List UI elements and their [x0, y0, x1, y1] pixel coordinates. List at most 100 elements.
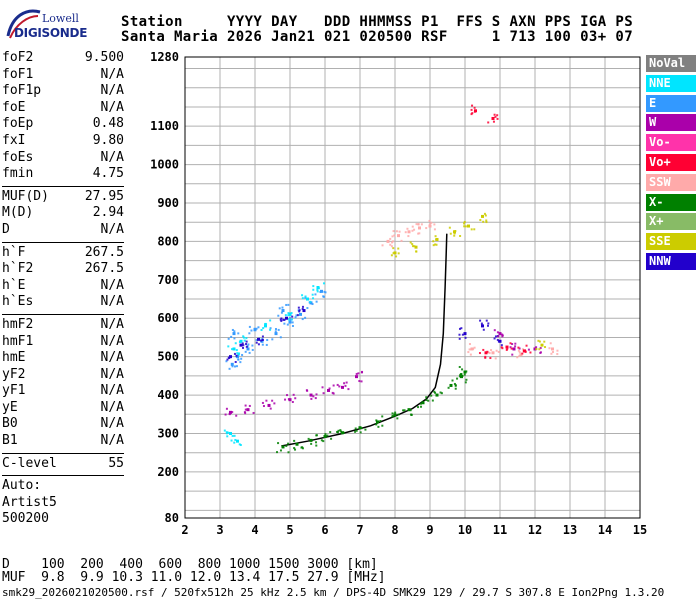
echo-point [271, 399, 274, 402]
echo-point [324, 433, 327, 436]
row-value: 1500 [260, 557, 300, 572]
echo-point [510, 347, 513, 350]
echo-point [376, 420, 379, 424]
echo-point [458, 337, 461, 340]
echo-point [244, 404, 247, 407]
echo-point [291, 321, 294, 324]
param-row: foE N/A [2, 100, 124, 117]
echo-point [257, 326, 260, 329]
echo-point [467, 224, 470, 228]
param-row-clevel: C-level 55 [2, 456, 124, 473]
x-tick-label: 10 [458, 523, 472, 537]
echo-point [277, 442, 280, 445]
row-value: 9.9 [64, 570, 104, 585]
echo-point [344, 384, 347, 387]
echo-point [343, 382, 346, 385]
echo-point [413, 245, 416, 248]
echo-point [487, 351, 490, 354]
param-row: yF2 N/A [2, 367, 124, 384]
echo-point [223, 429, 226, 432]
echo-point [360, 380, 363, 383]
echo-point [485, 219, 488, 222]
param-row: B1 N/A [2, 433, 124, 450]
echo-point [439, 391, 442, 394]
echo-point [261, 338, 264, 341]
y-tick-label: 500 [157, 350, 179, 364]
echo-point [314, 293, 317, 296]
param-row: h`E N/A [2, 278, 124, 295]
echo-point [538, 348, 541, 351]
echo-point [556, 353, 559, 356]
echo-point [358, 380, 361, 383]
param-value: N/A [100, 366, 124, 382]
echo-point [473, 228, 476, 231]
echo-point [548, 347, 551, 350]
echo-point [449, 383, 453, 387]
param-label: B1 [2, 433, 18, 449]
echo-point [269, 328, 272, 331]
echo-point [415, 223, 418, 226]
echo-point [294, 316, 297, 319]
echo-point [248, 404, 251, 407]
echo-point [511, 353, 514, 356]
param-value: 55 [108, 455, 124, 471]
echo-point [407, 235, 410, 238]
echo-point [244, 408, 247, 411]
param-row: B0 N/A [2, 416, 124, 433]
row-value: 12.0 [182, 570, 222, 585]
echo-point [336, 430, 339, 433]
echo-point [294, 448, 297, 451]
echo-point [288, 398, 292, 402]
chart-grid [184, 57, 641, 518]
separator [2, 241, 124, 243]
echo-point [537, 339, 540, 342]
param-row: hmE N/A [2, 350, 124, 367]
legend-item: X+ [646, 213, 696, 231]
echo-point [425, 227, 428, 230]
header-values: Santa Maria 2026 Jan21 021 020500 RSF 1 … [121, 29, 634, 45]
echo-point [496, 331, 499, 334]
param-label: fxI [2, 132, 26, 148]
echo-point [261, 401, 264, 404]
echo-point [321, 386, 324, 389]
echo-point [224, 413, 227, 416]
echo-point [246, 347, 250, 351]
param-group-profile: hmF2 N/A hmF1 N/A hmE N/A yF2 N/A yF1 N/A yE N… [2, 317, 124, 450]
echo-point [238, 352, 241, 355]
echo-point [225, 432, 228, 435]
echo-point [302, 309, 306, 313]
echo-point [485, 221, 488, 224]
echo-point [411, 229, 414, 232]
echo-point [274, 330, 277, 333]
echo-point [501, 347, 504, 350]
echo-point [315, 300, 318, 303]
echo-point [449, 232, 452, 235]
echo-point [244, 350, 247, 353]
digisonde-logo: Lowell DIGISONDE [4, 6, 87, 42]
echo-point [245, 340, 248, 343]
echo-point [323, 435, 327, 439]
echo-point [239, 343, 243, 347]
echo-point [233, 337, 236, 340]
separator [2, 452, 124, 454]
echo-point [529, 351, 532, 354]
muf-row: MUF 9.8 9.9 10.3 11.0 12.0 13.4 17.5 27.… [2, 570, 386, 585]
x-tick-label: 13 [563, 523, 577, 537]
echo-point [409, 241, 412, 244]
legend-item: SSW [646, 173, 696, 191]
echo-point [293, 439, 296, 442]
echo-point [464, 381, 467, 384]
param-group-critical: foF2 9.500 foF1 N/A foF1p N/A foE N/A foEp 0.… [2, 50, 124, 183]
echo-point [226, 435, 229, 438]
echo-point [315, 434, 318, 437]
param-value: 4.75 [92, 166, 124, 182]
echo-point [227, 356, 230, 359]
echo-point [322, 392, 325, 395]
echo-point [257, 337, 260, 341]
echo-point [509, 342, 512, 345]
echo-point [464, 336, 467, 339]
echo-point [233, 365, 236, 368]
echo-point [432, 240, 435, 243]
param-value: 9.500 [84, 50, 124, 65]
echo-point [287, 398, 290, 401]
